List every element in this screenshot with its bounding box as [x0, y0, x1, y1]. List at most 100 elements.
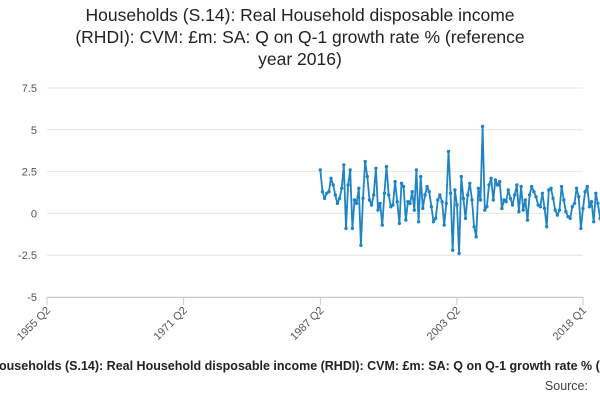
data-point[interactable] [498, 179, 502, 184]
data-point[interactable] [440, 200, 444, 204]
data-point[interactable] [448, 191, 453, 195]
data-point[interactable] [446, 149, 451, 154]
data-point[interactable] [342, 163, 346, 167]
data-point[interactable] [508, 196, 513, 201]
data-point[interactable] [423, 193, 427, 197]
data-point[interactable] [562, 198, 566, 202]
data-point[interactable] [348, 168, 352, 172]
data-point[interactable] [367, 198, 372, 202]
data-point[interactable] [478, 198, 483, 202]
data-point[interactable] [592, 220, 596, 224]
data-point[interactable] [340, 186, 344, 190]
data-point[interactable] [468, 181, 472, 185]
data-point[interactable] [438, 193, 442, 197]
data-point[interactable] [434, 216, 438, 221]
data-point[interactable] [399, 181, 404, 185]
data-point[interactable] [551, 196, 555, 201]
data-point[interactable] [357, 186, 361, 190]
data-point[interactable] [513, 193, 517, 197]
data-point[interactable] [387, 193, 391, 197]
data-point[interactable] [585, 184, 589, 189]
data-point[interactable] [419, 174, 423, 179]
data-point[interactable] [429, 205, 434, 209]
data-point[interactable] [327, 190, 331, 194]
data-point[interactable] [559, 184, 564, 189]
data-point[interactable] [463, 216, 468, 221]
data-point[interactable] [572, 201, 577, 206]
data-point[interactable] [485, 205, 489, 209]
data-point[interactable] [337, 196, 342, 201]
data-point[interactable] [517, 210, 521, 214]
data-point[interactable] [425, 184, 429, 189]
data-point[interactable] [363, 159, 367, 164]
data-point[interactable] [521, 208, 525, 212]
data-point[interactable] [557, 208, 562, 212]
data-point[interactable] [553, 208, 557, 212]
data-point[interactable] [493, 178, 498, 182]
data-point[interactable] [444, 201, 448, 206]
data-point[interactable] [397, 221, 402, 226]
data-point[interactable] [359, 243, 363, 247]
data-point[interactable] [378, 201, 382, 206]
data-point[interactable] [365, 174, 369, 179]
data-point[interactable] [583, 190, 587, 194]
data-point[interactable] [361, 196, 365, 201]
data-point[interactable] [333, 193, 337, 197]
data-point[interactable] [350, 226, 355, 231]
data-point[interactable] [568, 216, 572, 221]
data-point[interactable] [354, 201, 359, 206]
data-point[interactable] [472, 225, 476, 229]
data-point[interactable] [453, 188, 457, 192]
data-point[interactable] [480, 124, 485, 129]
data-point[interactable] [466, 193, 470, 197]
data-point[interactable] [335, 201, 340, 206]
data-point[interactable] [322, 196, 327, 201]
data-point[interactable] [391, 203, 395, 207]
data-point[interactable] [506, 188, 510, 192]
data-point[interactable] [594, 191, 598, 195]
data-point[interactable] [372, 193, 376, 197]
data-point[interactable] [545, 225, 549, 229]
data-point[interactable] [374, 166, 378, 170]
data-point[interactable] [457, 251, 461, 256]
data-point[interactable] [461, 196, 466, 201]
data-point[interactable] [510, 203, 515, 207]
data-point[interactable] [532, 190, 536, 194]
data-point[interactable] [414, 168, 419, 172]
data-point[interactable] [542, 206, 547, 211]
data-point[interactable] [581, 206, 585, 211]
data-point[interactable] [470, 198, 474, 202]
data-point[interactable] [318, 168, 322, 172]
data-point[interactable] [401, 184, 406, 189]
data-point[interactable] [519, 184, 523, 189]
data-point[interactable] [384, 164, 389, 169]
data-point[interactable] [538, 205, 542, 209]
data-point[interactable] [579, 226, 583, 231]
data-point[interactable] [412, 208, 416, 212]
data-point[interactable] [483, 208, 487, 212]
data-point[interactable] [515, 183, 519, 187]
data-point[interactable] [476, 186, 481, 190]
data-point[interactable] [491, 198, 495, 202]
data-point[interactable] [410, 190, 414, 194]
data-point[interactable] [455, 203, 459, 207]
data-point[interactable] [489, 176, 493, 180]
data-point[interactable] [331, 183, 335, 187]
data-point[interactable] [596, 201, 600, 206]
data-point[interactable] [570, 205, 574, 209]
data-point[interactable] [487, 183, 491, 187]
data-point[interactable] [459, 174, 463, 179]
data-point[interactable] [495, 183, 500, 187]
data-point[interactable] [587, 205, 592, 209]
data-point[interactable] [500, 206, 504, 211]
data-point[interactable] [369, 203, 374, 207]
data-point[interactable] [393, 179, 397, 184]
data-point[interactable] [574, 186, 579, 190]
data-point[interactable] [523, 198, 527, 202]
data-point[interactable] [421, 206, 425, 211]
data-point[interactable] [436, 198, 440, 202]
data-point[interactable] [577, 195, 581, 199]
data-point[interactable] [527, 193, 532, 197]
data-point[interactable] [442, 223, 446, 227]
data-point[interactable] [549, 186, 553, 190]
